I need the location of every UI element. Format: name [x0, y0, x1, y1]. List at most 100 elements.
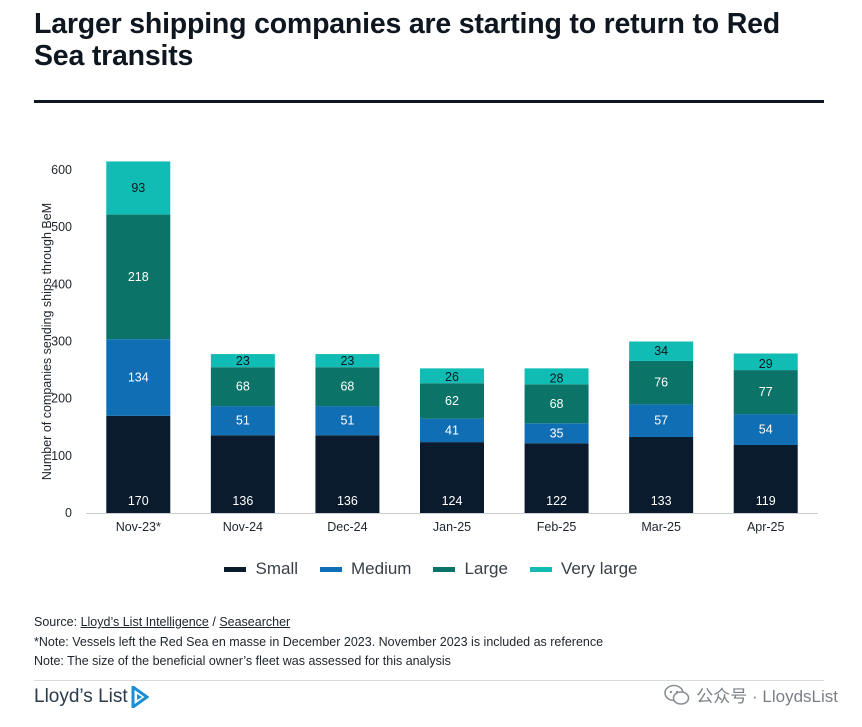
legend-swatch-small [224, 566, 247, 572]
legend-item-medium: Medium [320, 559, 411, 579]
y-tick-label: 0 [65, 506, 72, 520]
chart-title: Larger shipping companies are starting t… [34, 8, 780, 72]
bar-segment-large [315, 367, 380, 407]
legend-swatch-very-large [529, 566, 552, 572]
logo-text: Lloyd’s List [34, 686, 128, 707]
legend-item-very-large: Very large [529, 559, 638, 579]
data-label-very-large: 34 [654, 344, 668, 358]
bar-segment-small [210, 435, 275, 513]
lloyds-list-logo: Lloyd’s List [34, 686, 149, 708]
bar-segment-very-large [315, 354, 380, 368]
bar-segment-very-large [524, 368, 589, 385]
wechat-icon [664, 684, 690, 705]
legend-swatch-medium [320, 566, 342, 572]
source-link-lloyds-list-intelligence[interactable]: Lloyd’s List Intelligence [80, 615, 209, 629]
y-tick-label: 600 [51, 163, 72, 177]
bar-segment-medium [733, 414, 798, 445]
data-label-large: 68 [236, 380, 250, 394]
data-label-medium: 54 [759, 423, 773, 437]
data-label-medium: 51 [340, 414, 354, 428]
data-label-very-large: 93 [131, 181, 145, 195]
bar-segment-small [106, 415, 171, 513]
bar-segment-large [524, 384, 589, 424]
bar-segment-very-large [629, 341, 694, 361]
data-label-large: 68 [340, 380, 354, 394]
y-tick-label: 300 [51, 335, 72, 349]
bar-segment-small [733, 444, 798, 513]
data-label-very-large: 23 [340, 354, 354, 368]
data-label-medium: 41 [445, 423, 459, 437]
bar-segment-medium [524, 423, 589, 444]
data-label-large: 77 [759, 385, 773, 399]
bar-segment-medium [210, 406, 275, 436]
note-nov-23: *Note: Vessels left the Red Sea en masse… [34, 634, 604, 649]
title-divider [34, 100, 824, 103]
x-tick-label: Apr-25 [747, 520, 785, 534]
bar-segment-small [629, 436, 694, 513]
bar-segment-large [420, 383, 484, 419]
data-label-very-large: 28 [550, 371, 564, 385]
logo-arrow-icon [131, 686, 149, 708]
data-label-very-large: 26 [445, 370, 459, 384]
stacked-bar-chart: Number of companies sending ships throug… [40, 161, 818, 534]
legend-item-large: Large [433, 559, 508, 579]
footer-divider [34, 680, 824, 681]
source-line: Source: Lloyd’s List Intelligence / Seas… [34, 613, 603, 633]
bar-segment-medium [629, 404, 694, 437]
legend-label-large: Large [464, 559, 508, 578]
source-prefix: Source: [34, 615, 81, 629]
data-label-small: 136 [232, 494, 253, 508]
legend-swatch-large [433, 566, 456, 572]
bar-segment-very-large [420, 368, 484, 384]
bar-segment-large [733, 370, 798, 415]
bar-segment-large [106, 214, 171, 340]
data-label-medium: 35 [550, 426, 564, 440]
legend-item-small: Small [224, 559, 298, 579]
bar-segment-very-large [733, 353, 798, 371]
legend-label-medium: Medium [351, 559, 412, 578]
bar-segment-small [524, 443, 589, 513]
x-tick-label: Dec-24 [327, 520, 367, 534]
source-separator: / [208, 615, 220, 629]
data-label-small: 136 [337, 494, 358, 508]
bar-segment-very-large [106, 161, 171, 215]
data-label-medium: 134 [128, 371, 149, 385]
y-axis-title: Number of companies sending ships throug… [40, 203, 54, 480]
data-label-large: 62 [445, 394, 459, 408]
x-tick-label: Nov-24 [223, 520, 263, 534]
legend-label-small: Small [255, 559, 298, 578]
y-tick-label: 100 [51, 449, 72, 463]
legend-label-very-large: Very large [560, 559, 638, 578]
bar-segment-medium [106, 339, 171, 416]
data-label-large: 68 [550, 397, 564, 411]
data-label-small: 170 [128, 494, 149, 508]
y-tick-label: 400 [51, 277, 72, 291]
data-label-very-large: 29 [759, 357, 773, 371]
bar-segment-small [420, 442, 484, 513]
source-link-seasearcher[interactable]: Seasearcher [219, 615, 291, 629]
y-tick-label: 200 [51, 392, 72, 406]
data-label-large: 218 [128, 270, 149, 284]
watermark-text: 公众号 · LloydsList [696, 687, 838, 706]
data-label-medium: 51 [236, 414, 250, 428]
bar-segment-medium [315, 406, 380, 436]
x-tick-label: Jan-25 [433, 520, 471, 534]
data-label-small: 122 [546, 494, 567, 508]
bar-segment-medium [420, 418, 484, 443]
data-label-very-large: 23 [236, 354, 250, 368]
data-label-small: 119 [756, 494, 776, 508]
chart-notes: Source: Lloyd’s List Intelligence / Seas… [34, 613, 603, 672]
y-tick-label: 500 [51, 220, 72, 234]
bar-segment-large [629, 360, 694, 405]
x-tick-label: Nov-23* [116, 520, 161, 534]
x-tick-label: Feb-25 [537, 520, 577, 534]
data-label-small: 133 [651, 494, 672, 508]
bar-segment-large [210, 367, 275, 407]
wechat-watermark: 公众号 · LloydsList [664, 682, 838, 707]
data-label-medium: 57 [654, 414, 668, 428]
data-label-large: 76 [654, 376, 668, 390]
data-label-small: 124 [442, 494, 463, 508]
bar-segment-very-large [210, 354, 275, 368]
bar-segment-small [315, 435, 380, 513]
note-fleet-size: Note: The size of the beneficial owner’s… [34, 654, 451, 668]
